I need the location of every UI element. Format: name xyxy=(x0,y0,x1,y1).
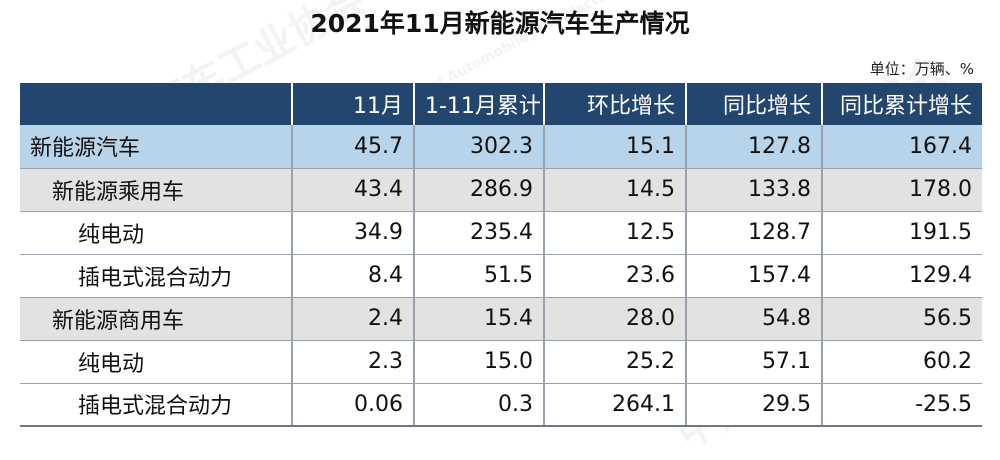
table-cell: 15.1 xyxy=(543,125,686,169)
unit-label: 单位：万辆、% xyxy=(869,60,974,78)
table-cell: 157.4 xyxy=(685,254,822,298)
row-label: 插电式混合动力 xyxy=(20,254,292,298)
column-header: 同比增长 xyxy=(685,83,822,125)
table-cell: 167.4 xyxy=(821,125,982,169)
header-row: 11月 1-11月累计 环比增长 同比增长 同比累计增长 xyxy=(20,83,982,125)
table-cell: 302.3 xyxy=(413,125,544,169)
table-cell: 57.1 xyxy=(685,340,822,384)
row-label: 新能源汽车 xyxy=(20,125,292,169)
row-label: 纯电动 xyxy=(20,211,292,255)
table-row: 新能源商用车 2.4 15.4 28.0 54.8 56.5 xyxy=(20,297,982,341)
table-cell: 23.6 xyxy=(543,254,686,298)
table-cell: -25.5 xyxy=(821,383,982,427)
table-row: 纯电动 2.3 15.0 25.2 57.1 60.2 xyxy=(20,340,982,384)
table-cell: 29.5 xyxy=(685,383,822,427)
table-cell: 2.4 xyxy=(291,297,414,341)
table-cell: 191.5 xyxy=(821,211,982,255)
table-cell: 28.0 xyxy=(543,297,686,341)
table-cell: 0.3 xyxy=(413,383,544,427)
column-header: 环比增长 xyxy=(543,83,686,125)
row-label: 纯电动 xyxy=(20,340,292,384)
table-cell: 12.5 xyxy=(543,211,686,255)
table-cell: 2.3 xyxy=(291,340,414,384)
table-cell: 133.8 xyxy=(685,168,822,212)
table-cell: 25.2 xyxy=(543,340,686,384)
table-row: 新能源汽车 45.7 302.3 15.1 127.8 167.4 xyxy=(20,125,982,169)
table-cell: 128.7 xyxy=(685,211,822,255)
table-cell: 0.06 xyxy=(291,383,414,427)
table-cell: 129.4 xyxy=(821,254,982,298)
column-header xyxy=(20,83,292,125)
table-row: 新能源乘用车 43.4 286.9 14.5 133.8 178.0 xyxy=(20,168,982,212)
table-cell: 56.5 xyxy=(821,297,982,341)
table-cell: 8.4 xyxy=(291,254,414,298)
table-cell: 34.9 xyxy=(291,211,414,255)
page-title: 2021年11月新能源汽车生产情况 xyxy=(310,9,690,38)
column-header: 11月 xyxy=(291,83,414,125)
column-header: 同比累计增长 xyxy=(821,83,982,125)
table-cell: 54.8 xyxy=(685,297,822,341)
table-cell: 15.0 xyxy=(413,340,544,384)
production-table: 11月 1-11月累计 环比增长 同比增长 同比累计增长 新能源汽车 45.7 30… xyxy=(20,83,982,427)
row-label: 新能源乘用车 xyxy=(20,168,292,212)
row-label: 插电式混合动力 xyxy=(20,383,292,427)
table-row: 纯电动 34.9 235.4 12.5 128.7 191.5 xyxy=(20,211,982,255)
row-label: 新能源商用车 xyxy=(20,297,292,341)
column-header: 1-11月累计 xyxy=(413,83,544,125)
table-row: 插电式混合动力 8.4 51.5 23.6 157.4 129.4 xyxy=(20,254,982,298)
table-cell: 235.4 xyxy=(413,211,544,255)
table-cell: 45.7 xyxy=(291,125,414,169)
table-body: 新能源汽车 45.7 302.3 15.1 127.8 167.4 新能源乘用车 43.4 28… xyxy=(20,125,982,427)
table-cell: 15.4 xyxy=(413,297,544,341)
table-cell: 264.1 xyxy=(543,383,686,427)
table-cell: 286.9 xyxy=(413,168,544,212)
table-cell: 14.5 xyxy=(543,168,686,212)
table-cell: 178.0 xyxy=(821,168,982,212)
table-cell: 127.8 xyxy=(685,125,822,169)
table-row: 插电式混合动力 0.06 0.3 264.1 29.5 -25.5 xyxy=(20,383,982,427)
table-cell: 60.2 xyxy=(821,340,982,384)
table-cell: 51.5 xyxy=(413,254,544,298)
table-cell: 43.4 xyxy=(291,168,414,212)
